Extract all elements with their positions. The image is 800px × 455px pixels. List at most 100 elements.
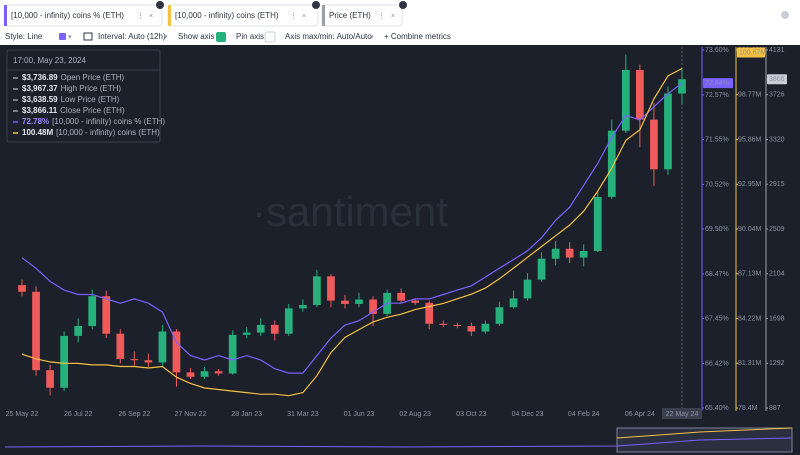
tooltip-date: 17:00, May 23, 2024 [13, 56, 86, 65]
candle-body [650, 119, 658, 170]
tab-color [168, 5, 171, 26]
tooltip-value: $3,638.59 [22, 95, 58, 104]
show-axis-checkbox[interactable] [216, 32, 226, 42]
x-tick-label: 22 May 24 [666, 411, 699, 418]
x-tick-label: 01 Jun 23 [344, 411, 375, 418]
y-tick-label: 95.86M [738, 136, 762, 143]
candle-body [467, 326, 476, 332]
interval-icon [83, 32, 93, 41]
tab-menu[interactable]: ⋮ [378, 13, 385, 20]
candle-body [242, 332, 251, 335]
y-tick-label: 2104 [769, 271, 785, 278]
y-tick-label: 2915 [769, 181, 785, 188]
tab-label[interactable]: [10,000 - infinity) coins (ETH) [175, 11, 279, 20]
candle-body [214, 371, 223, 374]
tab-close[interactable]: × [391, 13, 395, 20]
y-tick-label: 3320 [769, 136, 785, 143]
y-tick-label: 70.52% [705, 181, 729, 188]
tooltip: 17:00, May 23, 2024 [6, 49, 161, 143]
pin-axis-label: Pin axis [236, 32, 264, 41]
tab-menu[interactable]: ⋮ [290, 13, 297, 20]
tab-label[interactable]: Price (ETH) [329, 11, 371, 20]
candle-body [32, 291, 40, 371]
y-tick-label: 887 [769, 405, 781, 412]
candle-body [593, 196, 602, 251]
candle-body [664, 93, 672, 170]
settings-icon[interactable] [781, 11, 789, 19]
candle-body [116, 333, 125, 360]
y-tick-label: 3726 [769, 92, 785, 99]
y-tick-label: 66.42% [705, 360, 729, 367]
line-series [21, 67, 683, 397]
x-tick-label: 04 Feb 24 [568, 411, 600, 418]
toolbar: Style: Line ▾ Interval: Auto (12h) ▾ Sho… [5, 31, 451, 43]
tab-bar: [10,000 - infinity) coins % (ETH) ⋮ × [1… [3, 1, 789, 27]
candle-body [565, 248, 574, 258]
tab-label[interactable]: [10,000 - infinity) coins % (ETH) [11, 11, 124, 20]
plot: 73.60% 72.57% 71.55% 70.52% 69.50% 68.47% 67.4… [6, 47, 787, 419]
x-tick-label: 04 Dec 23 [512, 411, 544, 418]
y-tick-label: 1292 [769, 360, 785, 367]
tooltip-label: [10,000 - infinity) coins % (ETH) [52, 117, 165, 126]
candle-body [158, 331, 167, 363]
line-series [21, 82, 683, 374]
y-tick-label: 90.04M [738, 226, 762, 233]
candle-body [621, 69, 630, 131]
candle-body [411, 300, 420, 303]
candle-body [397, 292, 406, 301]
tab-close[interactable]: × [302, 13, 306, 20]
axis-badge [737, 47, 765, 58]
navigator-line [616, 427, 793, 439]
y-tick-label: 1698 [769, 315, 785, 322]
axis-minmax-select[interactable]: Axis max/min: Auto/Auto [285, 32, 372, 41]
x-tick-label: 26 Jul 22 [64, 411, 93, 418]
tooltip-label: [10,000 - infinity) coins (ETH) [56, 128, 160, 137]
x-tick-label: 28 Jan 23 [231, 411, 262, 418]
pin-axis-checkbox[interactable] [264, 31, 276, 43]
tooltip-label: Close Price (ETH) [60, 106, 125, 115]
y-tick-label: 98.77M [738, 92, 762, 99]
candle-body [46, 370, 54, 388]
tab-color [322, 5, 325, 26]
interval-select[interactable]: Interval: Auto (12h) [98, 32, 166, 41]
axis-badge [767, 74, 787, 85]
tab-menu[interactable]: ⋮ [137, 13, 144, 20]
axis-badge-label: 72.84% [705, 80, 729, 87]
candle-body [102, 296, 111, 334]
chevron: ▾ [164, 34, 168, 41]
candle-body [425, 302, 434, 324]
candle-body [355, 299, 363, 304]
candle-body [284, 308, 293, 334]
tab-close[interactable]: × [149, 13, 153, 20]
style-select[interactable]: Style: Line [5, 32, 43, 41]
candle-body [607, 130, 616, 197]
candle-body [327, 276, 335, 301]
candle-body [313, 276, 321, 306]
candle-body [523, 279, 532, 299]
tab-badge [156, 1, 164, 9]
combine-metrics[interactable]: + Combine metrics [384, 32, 451, 41]
candle-body [341, 300, 349, 304]
y-tick-label: 2509 [769, 226, 785, 233]
y-tick-label: 4131 [769, 47, 785, 54]
color-picker[interactable] [59, 33, 66, 40]
tooltip-value: 72.78% [22, 117, 49, 126]
candle-body [453, 324, 462, 327]
candle-body [172, 331, 181, 373]
y-tick-label: 84.22M [738, 315, 762, 322]
candle-body [88, 296, 97, 327]
candle-body [439, 323, 448, 325]
candle-body [579, 250, 588, 258]
candle-body [270, 324, 279, 334]
x-tick-label: 25 May 22 [6, 411, 39, 418]
candle-body [369, 299, 377, 314]
axis-badge [703, 78, 733, 89]
tooltip-value: $3,866.11 [22, 106, 58, 115]
y-tick-label: 65.40% [705, 405, 729, 412]
axis-badge-label: 100.67M [739, 49, 766, 56]
candle-body [256, 324, 265, 333]
x-tick-label: 06 Apr 24 [625, 411, 655, 418]
candle-body [537, 258, 546, 280]
show-axis-label: Show axis [178, 32, 214, 41]
